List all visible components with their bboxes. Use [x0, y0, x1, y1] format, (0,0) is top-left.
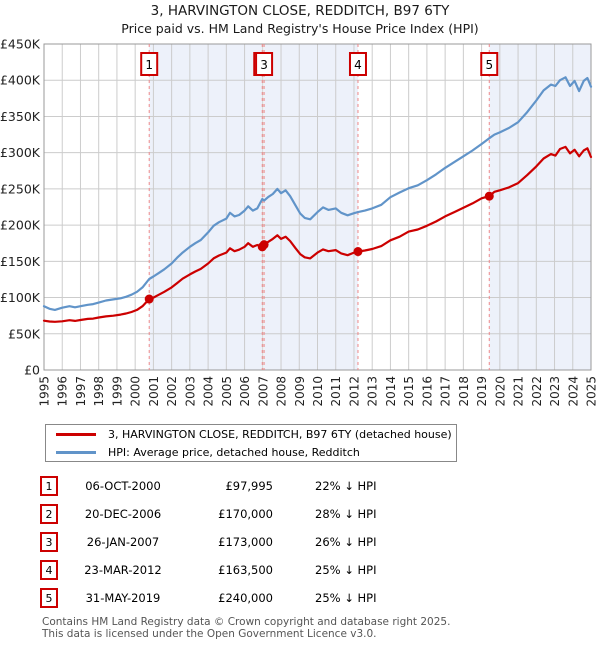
x-axis-tick-label: 2000	[129, 376, 143, 407]
x-axis-tick-label: 2024	[566, 376, 580, 407]
sale-marker-box	[348, 52, 367, 76]
sales-table: 1 06-OCT-2000 £97,995 22% ↓ HPI 2 20-DEC-2006…	[40, 472, 560, 612]
sale-hpi-delta: 22% ↓ HPI	[315, 479, 377, 493]
y-axis-tick-label: £250K	[0, 181, 41, 196]
x-axis-tick-label: 2008	[275, 376, 289, 407]
sale-date: 31-MAY-2019	[85, 591, 161, 605]
sale-price: £173,000	[218, 535, 273, 549]
sale-date: 26-JAN-2007	[86, 535, 160, 549]
sale-date: 23-MAR-2012	[84, 563, 162, 577]
x-axis-tick-label: 2002	[165, 376, 179, 407]
x-axis-tick-label: 2001	[147, 376, 161, 407]
ownership-band	[489, 44, 591, 370]
x-axis-tick-label: 2011	[329, 376, 343, 407]
sale-marker-number: 5	[40, 588, 58, 608]
x-axis-tick-label: 2012	[347, 376, 361, 407]
sale-row: 1 06-OCT-2000 £97,995 22% ↓ HPI	[40, 472, 560, 500]
sale-marker-box	[480, 52, 499, 76]
y-axis-tick-label: £0	[24, 363, 40, 378]
x-axis-tick-label: 2015	[402, 376, 416, 407]
x-axis-tick-label: 2014	[384, 376, 398, 407]
ownership-band	[264, 44, 358, 370]
x-axis-tick-label: 2016	[420, 376, 434, 407]
property-price-line	[42, 145, 593, 323]
x-axis-tick-label: 2010	[311, 376, 325, 407]
y-axis-tick-label: £400K	[0, 73, 41, 88]
x-axis-tick-label: 2006	[238, 376, 252, 407]
price-history-chart: £0 £50K £100K £150K £200K £250K £300K £350K £400…	[0, 37, 599, 407]
sale-row: 3 26-JAN-2007 £173,000 26% ↓ HPI	[40, 528, 560, 556]
property-line-swatch	[56, 432, 96, 436]
sale-marker-number: 2	[40, 504, 58, 524]
y-axis-tick-label: £300K	[0, 145, 41, 160]
y-axis-tick-label: £150K	[0, 254, 41, 269]
x-axis-tick-label: 2013	[366, 376, 380, 407]
x-axis-tick-label: 2017	[439, 376, 453, 407]
x-axis-tick-label: 1997	[74, 376, 88, 407]
sale-row: 4 23-MAR-2012 £163,500 25% ↓ HPI	[40, 556, 560, 584]
x-axis-tick-label: 1995	[38, 376, 52, 407]
legend-label-property: 3, HARVINGTON CLOSE, REDDITCH, B97 6TY (…	[108, 427, 452, 441]
sale-point-dot	[353, 247, 363, 257]
x-axis-tick-label: 2005	[220, 376, 234, 407]
footer-line-2: This data is licensed under the Open Gov…	[42, 627, 377, 640]
legend-item-hpi: HPI: Average price, detached house, Redd…	[46, 443, 456, 461]
sale-marker-box	[255, 52, 274, 76]
y-axis-tick-label: £350K	[0, 109, 41, 124]
x-axis-tick-label: 2019	[475, 376, 489, 407]
sale-date: 06-OCT-2000	[85, 479, 161, 493]
sale-marker-box	[140, 52, 159, 76]
page-title: 3, HARVINGTON CLOSE, REDDITCH, B97 6TY	[150, 3, 450, 19]
y-axis-tick-label: £100K	[0, 290, 41, 305]
legend-label-hpi: HPI: Average price, detached house, Redd…	[108, 445, 360, 459]
sale-price: £240,000	[218, 591, 273, 605]
sale-marker-box-number: 3	[260, 58, 268, 72]
x-axis-tick-label: 2025	[585, 376, 599, 407]
sale-marker-number: 3	[40, 532, 58, 552]
x-axis-tick-label: 2004	[202, 376, 216, 407]
y-axis-tick-label: £200K	[0, 218, 41, 233]
x-axis-tick-label: 1996	[56, 376, 70, 407]
sale-marker-box-number: 4	[354, 58, 362, 72]
sale-price: £163,500	[218, 563, 273, 577]
sale-price: £97,995	[225, 479, 273, 493]
sale-date: 20-DEC-2006	[84, 507, 162, 521]
license-footer: Contains HM Land Registry data © Crown c…	[42, 616, 451, 640]
x-axis-tick-label: 1998	[92, 376, 106, 407]
x-axis-tick-label: 2003	[183, 376, 197, 407]
footer-line-1: Contains HM Land Registry data © Crown c…	[42, 616, 451, 628]
sale-marker-number: 1	[40, 476, 58, 496]
sale-row: 5 31-MAY-2019 £240,000 25% ↓ HPI	[40, 584, 560, 612]
ownership-band	[149, 44, 263, 370]
legend-item-property: 3, HARVINGTON CLOSE, REDDITCH, B97 6TY (…	[46, 425, 456, 443]
x-axis-tick-label: 2021	[512, 376, 526, 407]
sale-hpi-delta: 25% ↓ HPI	[315, 591, 377, 605]
y-axis-tick-label: £50K	[8, 326, 41, 341]
x-axis-tick-label: 2007	[256, 376, 270, 407]
sale-hpi-delta: 25% ↓ HPI	[315, 563, 377, 577]
x-axis-tick-label: 2020	[493, 376, 507, 407]
legend: 3, HARVINGTON CLOSE, REDDITCH, B97 6TY (…	[45, 424, 457, 462]
sale-marker-box-number: 5	[485, 58, 493, 72]
y-axis-tick-label: £450K	[0, 37, 41, 52]
x-axis-tick-label: 2022	[530, 376, 544, 407]
sale-marker-box-number: 1	[145, 58, 153, 72]
x-axis-tick-label: 2018	[457, 376, 471, 407]
sale-marker-number: 4	[40, 560, 58, 580]
sale-hpi-delta: 28% ↓ HPI	[315, 507, 377, 521]
hpi-line-swatch	[56, 450, 96, 454]
sale-point-dot	[259, 240, 269, 250]
x-axis-tick-label: 2009	[293, 376, 307, 407]
x-axis-tick-label: 2023	[548, 376, 562, 407]
sale-price: £170,000	[218, 507, 273, 521]
plot-border	[43, 43, 592, 371]
sale-row: 2 20-DEC-2006 £170,000 28% ↓ HPI	[40, 500, 560, 528]
sale-hpi-delta: 26% ↓ HPI	[315, 535, 377, 549]
sale-point-dot	[144, 294, 154, 304]
x-axis-tick-label: 1999	[110, 376, 124, 407]
sale-point-dot	[484, 191, 494, 201]
hpi-line	[42, 76, 593, 311]
page-subtitle: Price paid vs. HM Land Registry's House …	[121, 21, 479, 36]
